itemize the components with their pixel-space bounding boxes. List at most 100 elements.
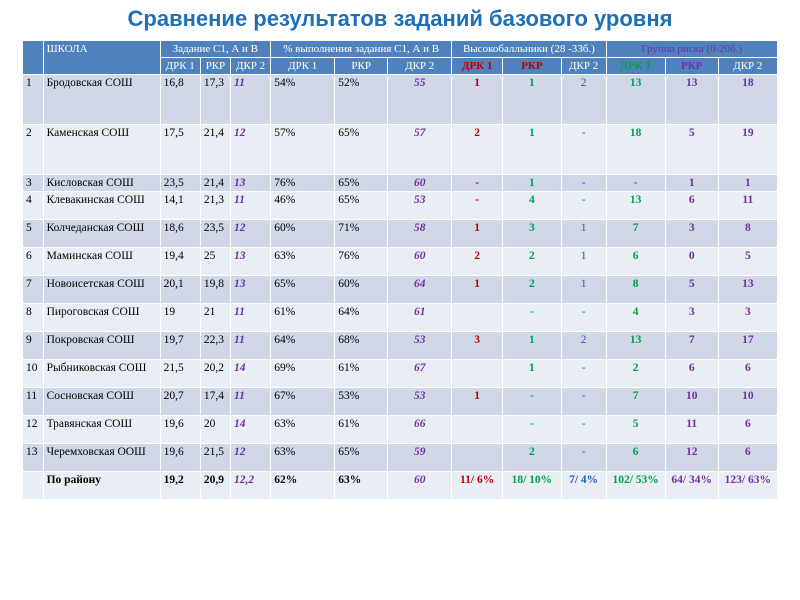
- table-cell: 22,3: [199, 331, 231, 360]
- table-cell: 64: [387, 275, 453, 304]
- table-cell: -: [502, 387, 562, 416]
- table-cell: -: [560, 359, 607, 388]
- table-cell: 6: [605, 247, 666, 276]
- table-cell: 60%: [334, 275, 389, 304]
- table-cell: Каменская СОШ: [42, 124, 161, 175]
- subheader-cell: ДКР 2: [717, 57, 779, 75]
- table-cell: 2: [502, 443, 562, 472]
- table-cell: 11: [229, 387, 272, 416]
- table-cell: 23,5: [159, 174, 201, 192]
- table-cell: 64/ 34%: [664, 471, 719, 500]
- table-cell: 67%: [270, 387, 336, 416]
- table-cell: 19: [717, 124, 779, 175]
- table-cell: 1: [717, 174, 779, 192]
- table-cell: 11: [717, 191, 779, 220]
- table-cell: 20: [199, 415, 231, 444]
- table-cell: 5: [664, 275, 719, 304]
- table-cell: 66: [387, 415, 453, 444]
- table-cell: -: [451, 174, 504, 192]
- table-cell: 8: [605, 275, 666, 304]
- table-cell: 6: [717, 415, 779, 444]
- table-cell: 20,9: [199, 471, 231, 500]
- table-cell: Новоисетская СОШ: [42, 275, 161, 304]
- table-cell: 3: [451, 331, 504, 360]
- table-cell: 57: [387, 124, 453, 175]
- table-cell: -: [605, 174, 666, 192]
- table-cell: Бродовская СОШ: [42, 74, 161, 125]
- table-cell: [22, 471, 44, 500]
- table-cell: 20,2: [199, 359, 231, 388]
- results-table: ШКОЛА Задание С1, А и В% выполнения задан…: [22, 40, 779, 500]
- table-cell: 65%: [334, 443, 389, 472]
- table-cell: 17,5: [159, 124, 201, 175]
- table-cell: По району: [42, 471, 161, 500]
- table-cell: 13: [605, 74, 666, 125]
- table-cell: Клевакинская СОШ: [42, 191, 161, 220]
- table-cell: 8: [22, 303, 44, 332]
- table-cell: 21,3: [199, 191, 231, 220]
- table-row: 2 Каменская СОШ 17,5 21,4 12 57% 65% 57 2 1-18 5 19: [22, 124, 779, 175]
- table-cell: 64%: [334, 303, 389, 332]
- table-row: 6 Маминская СОШ 19,4 25 13 63% 76% 60 2 2 1 6 0 5: [22, 247, 779, 276]
- subheader-cell: ДКР 2: [387, 57, 453, 75]
- table-cell: Маминская СОШ: [42, 247, 161, 276]
- table-cell: 12: [229, 124, 272, 175]
- header-cell: ШКОЛА: [42, 40, 161, 75]
- table-cell: 6: [717, 443, 779, 472]
- table-cell: 13: [229, 174, 272, 192]
- table-cell: 12: [229, 219, 272, 248]
- table-cell: 53: [387, 191, 453, 220]
- table-cell: 71%: [334, 219, 389, 248]
- header-cell: Высокобалльники (28 -33б.): [451, 40, 607, 58]
- table-cell: Сосновская СОШ: [42, 387, 161, 416]
- table-cell: 19: [159, 303, 201, 332]
- table-row: По району 19,2 20,9 12,2 62% 63% 60 11/ 6% 18/ 1…: [22, 471, 779, 500]
- table-cell: 2: [502, 247, 562, 276]
- table-cell: 10: [717, 387, 779, 416]
- table-cell: Колчеданская СОШ: [42, 219, 161, 248]
- table-cell: 8: [717, 219, 779, 248]
- table-cell: 53: [387, 387, 453, 416]
- subheader-cell: ДРК 1: [159, 57, 201, 75]
- table-cell: 60%: [270, 219, 336, 248]
- table-cell: 1: [502, 74, 562, 125]
- table-row: 4 Клевакинская СОШ 14,1 21,3 11 46% 65% 53-4-13…: [22, 191, 779, 220]
- subheader-cell: ДКР 2: [560, 57, 607, 75]
- table-cell: 5: [22, 219, 44, 248]
- table-cell: 1: [451, 219, 504, 248]
- table-row: 7 Новоисетская СОШ 20,1 19,8 13 65% 60% 64 1 2 1 8 5…: [22, 275, 779, 304]
- table-cell: -: [560, 387, 607, 416]
- table-cell: 65%: [334, 191, 389, 220]
- table-cell: 1: [502, 331, 562, 360]
- table-cell: 12,2: [229, 471, 272, 500]
- table-cell: -: [560, 443, 607, 472]
- table-row: 9 Покровская СОШ 19,7 22,3 11 64% 68% 53 3 1 2 13 7 1…: [22, 331, 779, 360]
- table-cell: 11/ 6%: [451, 471, 504, 500]
- table-cell: 21,4: [199, 174, 231, 192]
- table-cell: 2: [451, 124, 504, 175]
- table-cell: 11: [664, 415, 719, 444]
- table-cell: [451, 415, 504, 444]
- subheader-cell: РКР: [334, 57, 389, 75]
- table-cell: 5: [605, 415, 666, 444]
- table-cell: 12: [22, 415, 44, 444]
- table-cell: 76%: [334, 247, 389, 276]
- table-cell: 21,5: [159, 359, 201, 388]
- table-cell: 11: [229, 74, 272, 125]
- table-cell: 60: [387, 471, 453, 500]
- table-cell: 13: [605, 331, 666, 360]
- table-cell: 19,4: [159, 247, 201, 276]
- table-cell: 64%: [270, 331, 336, 360]
- table-cell: 53%: [334, 387, 389, 416]
- table-cell: 76%: [270, 174, 336, 192]
- table-row: 1 Бродовская СОШ 16,8 17,3 11 54% 52% 55 1 1 2 13 13…: [22, 74, 779, 125]
- table-cell: 12: [664, 443, 719, 472]
- table-cell: 7: [605, 387, 666, 416]
- subheader-cell: ДКР 2: [229, 57, 272, 75]
- table-cell: 102/ 53%: [605, 471, 666, 500]
- table-cell: Травянская СОШ: [42, 415, 161, 444]
- table-cell: 13: [229, 275, 272, 304]
- table-cell: 6: [664, 359, 719, 388]
- table-cell: 18: [717, 74, 779, 125]
